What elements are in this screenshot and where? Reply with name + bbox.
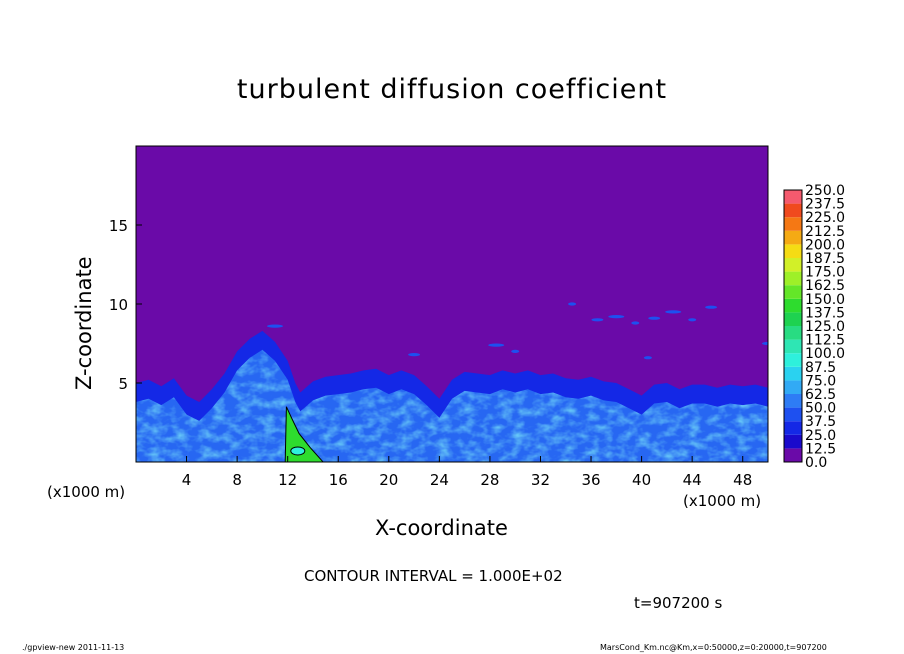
y-axis: 5 10 15 xyxy=(109,217,142,393)
colorbar-swatch xyxy=(784,271,802,286)
colorbar-level-label: 250.0 xyxy=(805,183,845,199)
footer-source: MarsCond_Km.nc@Km,x=0:50000,z=0:20000,t=… xyxy=(600,643,827,652)
colorbar-swatch xyxy=(784,434,802,449)
colorbar: 0.012.525.037.550.062.575.087.5100.0112.… xyxy=(783,183,845,471)
colorbar-level-label: 37.5 xyxy=(805,414,836,430)
y-tick-label: 5 xyxy=(118,375,128,393)
turbulent-eddy xyxy=(665,310,682,314)
x-tick-label: 44 xyxy=(683,471,702,489)
plot-area xyxy=(136,146,768,462)
colorbar-swatch xyxy=(784,380,802,394)
turbulent-eddy xyxy=(488,343,505,347)
colorbar-swatch xyxy=(784,312,802,326)
colorbar-swatch xyxy=(784,326,802,340)
colorbar-swatch xyxy=(784,421,802,435)
patch-inner-contour xyxy=(290,446,306,456)
colorbar-level-label: 187.5 xyxy=(805,251,845,267)
x-tick-label: 12 xyxy=(278,471,297,489)
colorbar-level-label: 12.5 xyxy=(805,441,836,457)
colorbar-swatch xyxy=(784,244,802,258)
turbulent-eddy xyxy=(688,318,697,322)
x-tick-label: 8 xyxy=(232,471,242,489)
turbulent-eddy xyxy=(608,315,625,319)
x-tick-label: 36 xyxy=(581,471,600,489)
colorbar-level-label: 25.0 xyxy=(805,428,836,444)
colorbar-swatch xyxy=(784,448,802,462)
x-axis: 4 8 12 16 20 24 28 32 36 40 44 48 xyxy=(182,456,752,489)
colorbar-swatch xyxy=(784,285,802,299)
colorbar-level-label: 237.5 xyxy=(805,197,845,213)
colorbar-swatch xyxy=(784,190,802,204)
colorbar-level-label: 212.5 xyxy=(805,224,845,240)
turbulent-eddy xyxy=(648,316,661,320)
y-axis-label: Z-coordinate xyxy=(72,256,96,390)
turbulent-eddy xyxy=(705,305,718,309)
colorbar-swatch xyxy=(784,353,802,367)
colorbar-swatch xyxy=(784,298,802,313)
y-tick-label: 10 xyxy=(109,296,128,314)
colorbar-swatch xyxy=(784,217,802,231)
turbulent-eddy xyxy=(643,356,652,360)
x-axis-label: X-coordinate xyxy=(375,516,508,540)
x-tick-label: 24 xyxy=(430,471,449,489)
colorbar-level-label: 112.5 xyxy=(805,333,845,349)
turbulent-eddy xyxy=(267,324,283,328)
chart-title: turbulent diffusion coefficient xyxy=(236,74,668,105)
x-unit-label-left: (x1000 m) xyxy=(47,483,126,501)
x-tick-label: 28 xyxy=(480,471,499,489)
colorbar-level-label: 100.0 xyxy=(805,346,845,362)
colorbar-swatch xyxy=(784,366,802,381)
colorbar-level-label: 162.5 xyxy=(805,278,845,294)
colorbar-swatch xyxy=(784,258,802,272)
x-tick-label: 4 xyxy=(182,471,192,489)
colorbar-level-label: 200.0 xyxy=(805,237,845,253)
turbulent-eddy xyxy=(408,353,421,357)
x-tick-label: 40 xyxy=(632,471,651,489)
colorbar-swatch xyxy=(784,230,802,245)
colorbar-level-label: 75.0 xyxy=(805,373,836,389)
x-unit-label-right: (x1000 m) xyxy=(683,492,762,510)
colorbar-level-label: 0.0 xyxy=(805,455,827,471)
x-tick-label: 20 xyxy=(379,471,398,489)
colorbar-level-label: 225.0 xyxy=(805,210,845,226)
colorbar-level-label: 150.0 xyxy=(805,292,845,308)
colorbar-level-label: 175.0 xyxy=(805,265,845,281)
colorbar-swatch xyxy=(784,203,802,218)
turbulent-eddy xyxy=(591,318,604,322)
contour-interval-note: CONTOUR INTERVAL = 1.000E+02 xyxy=(304,567,563,585)
colorbar-level-label: 137.5 xyxy=(805,305,845,321)
turbulent-eddy xyxy=(511,349,520,353)
turbulent-eddy xyxy=(762,341,768,346)
turbulent-eddy xyxy=(631,321,640,325)
colorbar-swatch xyxy=(784,394,802,408)
time-label: t=907200 s xyxy=(634,594,723,612)
colorbar-swatch xyxy=(784,339,802,354)
colorbar-level-label: 87.5 xyxy=(805,360,836,376)
x-tick-label: 32 xyxy=(531,471,550,489)
footer-program-date: ./gpview-new 2011-11-13 xyxy=(22,643,125,652)
x-tick-label: 48 xyxy=(733,471,752,489)
colorbar-level-label: 125.0 xyxy=(805,319,845,335)
turbulent-eddy xyxy=(568,302,577,306)
colorbar-swatch xyxy=(784,407,802,422)
colorbar-level-label: 62.5 xyxy=(805,387,836,403)
x-tick-label: 16 xyxy=(329,471,348,489)
y-tick-label: 15 xyxy=(109,217,128,235)
colorbar-level-label: 50.0 xyxy=(805,401,836,417)
